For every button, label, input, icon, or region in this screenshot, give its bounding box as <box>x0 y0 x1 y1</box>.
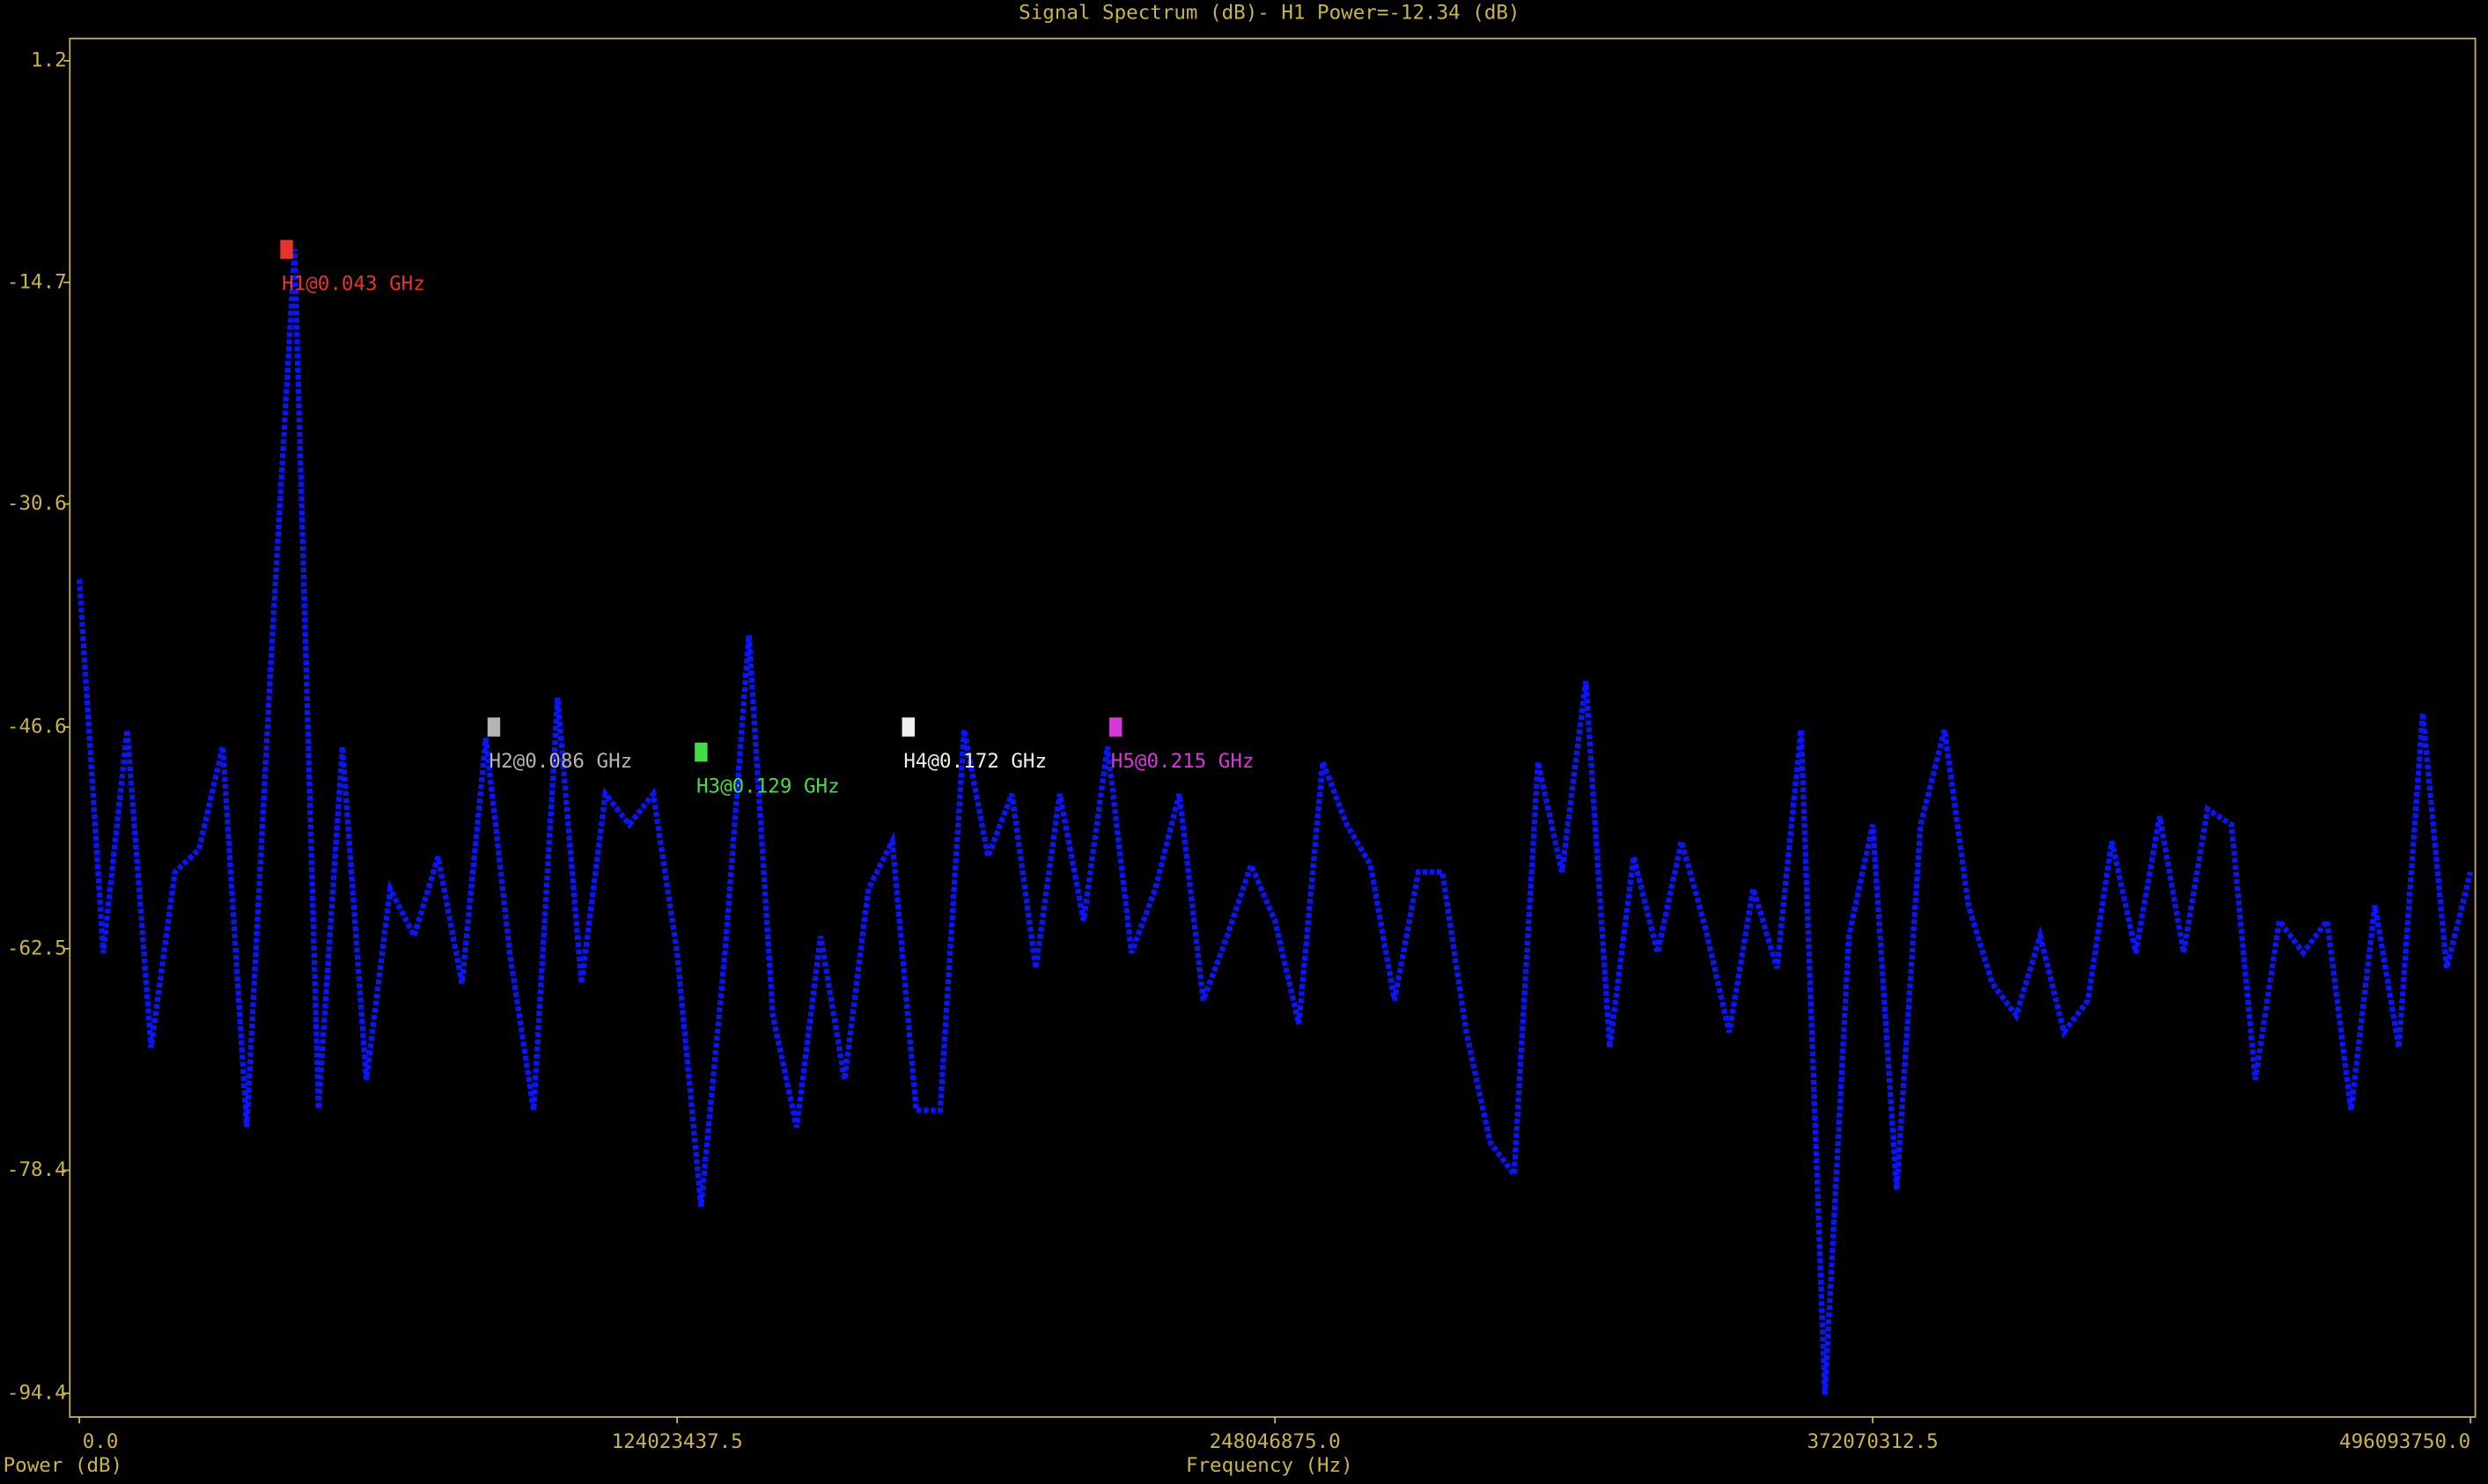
y-tick-label: -46.6 <box>7 715 67 738</box>
chart-title: Signal Spectrum (dB)- H1 Power=-12.34 (d… <box>1019 1 1520 24</box>
harmonic-label: H1@0.043 GHz <box>282 273 425 296</box>
harmonic-marker <box>280 239 293 260</box>
harmonic-label: H4@0.172 GHz <box>903 750 1047 773</box>
y-tick-label: -30.6 <box>7 492 67 515</box>
harmonic-label: H2@0.086 GHz <box>490 750 633 773</box>
x-tick-label: 124023437.5 <box>612 1430 743 1453</box>
x-tick-label: 248046875.0 <box>1210 1430 1341 1453</box>
harmonic-marker <box>902 717 916 737</box>
harmonic-marker <box>1109 717 1123 737</box>
y-tick-label: 1.2 <box>31 49 67 72</box>
harmonic-marker <box>487 717 501 737</box>
harmonic-label: H5@0.215 GHz <box>1111 750 1255 773</box>
x-tick-label: 496093750.0 <box>2339 1430 2470 1453</box>
harmonic-marker <box>695 742 708 762</box>
x-axis-label: Frequency (Hz) <box>1186 1454 1353 1477</box>
y-axis-label: Power (dB) <box>4 1454 123 1477</box>
spectrum-line <box>76 248 2474 1395</box>
harmonic-label: H3@0.129 GHz <box>696 775 840 798</box>
y-tick-label: -62.5 <box>7 937 67 959</box>
y-tick-label: -14.7 <box>7 270 67 293</box>
y-tick-label: -78.4 <box>7 1158 67 1181</box>
y-tick-label: -94.4 <box>7 1381 67 1404</box>
x-tick-label: 0.0 <box>83 1430 119 1453</box>
x-tick-label: 372070312.5 <box>1807 1430 1939 1453</box>
